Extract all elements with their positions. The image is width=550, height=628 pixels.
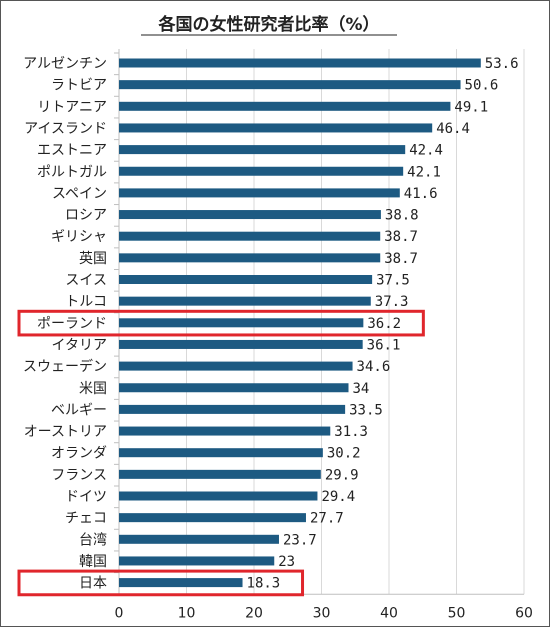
- category-label: フランス: [51, 467, 107, 483]
- data-label: 38.7: [384, 229, 418, 245]
- data-label: 41.6: [404, 186, 438, 202]
- category-label: ポルトガル: [37, 164, 107, 180]
- bar: [119, 383, 349, 393]
- category-label: ラトビア: [51, 78, 107, 94]
- data-label: 31.3: [334, 424, 368, 440]
- data-label: 42.4: [409, 143, 443, 159]
- bar: [119, 318, 364, 328]
- data-label: 27.7: [310, 511, 344, 527]
- bar: [119, 578, 243, 588]
- highlight-box: [17, 309, 425, 337]
- bar: [119, 296, 371, 306]
- labels: 0 10 20 30 40 50 60 アルゼンチン 53.6 ラトビア 50.6 リトアニア 49.1…: [23, 56, 533, 621]
- x-tick-label: 0: [115, 605, 124, 621]
- bar: [119, 339, 363, 349]
- data-label: 29.9: [325, 467, 359, 483]
- highlight-boxes: [17, 309, 425, 597]
- category-label: 米国: [79, 381, 107, 397]
- data-label: 34: [353, 381, 370, 397]
- bar: [119, 448, 323, 458]
- bar: [119, 469, 321, 479]
- bar: [119, 361, 353, 371]
- category-label: リトアニア: [37, 99, 107, 115]
- category-label: アルゼンチン: [23, 56, 107, 72]
- data-label: 36.2: [367, 316, 401, 332]
- category-label: スウェーデン: [23, 358, 107, 375]
- bar: [119, 426, 331, 436]
- bar: [119, 145, 406, 155]
- x-tick-label: 20: [245, 605, 263, 621]
- bar: [119, 80, 461, 90]
- data-label: 50.6: [465, 78, 499, 94]
- chart-title: 各国の女性研究者比率（%）: [157, 14, 379, 35]
- category-label: ギリシャ: [51, 229, 107, 245]
- data-label: 38.8: [385, 208, 419, 224]
- category-label: オーストリア: [24, 424, 107, 440]
- bar: [119, 166, 404, 176]
- bar: [119, 275, 373, 284]
- x-tick-label: 50: [448, 605, 466, 621]
- category-label: スペイン: [52, 186, 107, 202]
- data-label: 42.1: [407, 164, 441, 180]
- category-label: トルコ: [65, 294, 107, 310]
- category-label: イタリア: [52, 337, 107, 353]
- data-label: 53.6: [485, 56, 519, 72]
- bar: [119, 210, 381, 220]
- data-label: 18.3: [247, 576, 281, 592]
- bar: [119, 534, 279, 544]
- data-label: 29.4: [321, 489, 355, 505]
- data-label: 36.1: [367, 337, 401, 353]
- category-label: 韓国: [79, 554, 107, 570]
- data-label: 37.5: [376, 273, 410, 289]
- data-label: 30.2: [327, 446, 361, 462]
- data-label: 33.5: [349, 402, 383, 418]
- category-label: ベルギー: [51, 402, 107, 418]
- category-label: エストニア: [37, 143, 107, 159]
- data-label: 23: [278, 554, 295, 570]
- bar: [119, 404, 346, 414]
- bar: [119, 513, 306, 523]
- data-label: 23.7: [283, 532, 317, 548]
- category-label: アイスランド: [24, 121, 107, 137]
- bar: [119, 556, 275, 566]
- bar: [119, 123, 433, 133]
- bar: [119, 58, 481, 68]
- category-label: オランダ: [51, 446, 107, 462]
- data-label: 34.6: [357, 359, 391, 375]
- category-label: チェコ: [65, 511, 107, 527]
- bars: [119, 58, 481, 588]
- bar: [119, 101, 451, 111]
- bar: [119, 253, 381, 263]
- x-tick-label: 30: [313, 605, 331, 621]
- bar: [119, 188, 400, 198]
- data-label: 38.7: [384, 251, 418, 267]
- data-label: 49.1: [454, 99, 488, 115]
- x-tick-label: 60: [515, 605, 533, 621]
- category-label: スイス: [65, 273, 107, 289]
- category-label: ドイツ: [65, 489, 107, 505]
- data-label: 46.4: [436, 121, 470, 137]
- category-label: 日本: [79, 576, 107, 592]
- x-tick-label: 40: [380, 605, 398, 621]
- category-label: 台湾: [79, 531, 107, 548]
- category-label: ロシア: [65, 208, 107, 224]
- highlight-box: [17, 569, 305, 597]
- bar: [119, 231, 381, 241]
- data-label: 37.3: [375, 294, 409, 310]
- category-label: ポーランド: [37, 316, 107, 332]
- category-label: 英国: [79, 250, 107, 267]
- x-tick-label: 10: [178, 605, 196, 621]
- bar: [119, 491, 318, 501]
